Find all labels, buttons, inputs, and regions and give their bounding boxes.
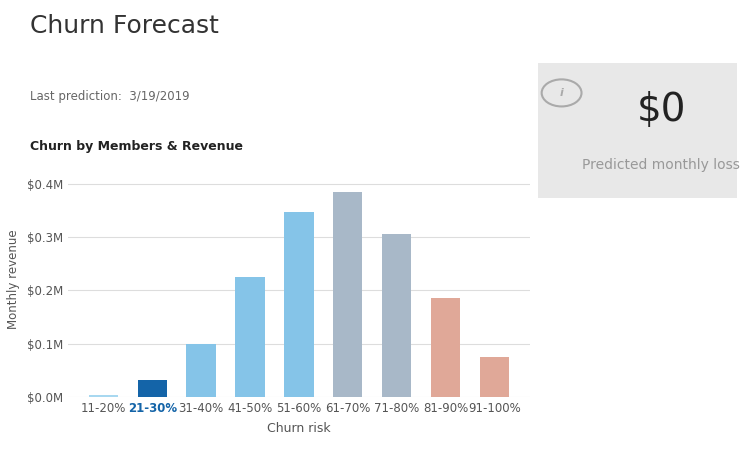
Bar xyxy=(480,357,509,397)
Bar xyxy=(89,395,118,397)
Text: Predicted monthly loss: Predicted monthly loss xyxy=(582,157,740,172)
Text: Last prediction:  3/19/2019: Last prediction: 3/19/2019 xyxy=(30,90,190,103)
Bar xyxy=(333,192,362,397)
Bar xyxy=(186,344,216,397)
Text: $0: $0 xyxy=(636,92,686,129)
Bar xyxy=(284,212,314,397)
Y-axis label: Monthly revenue: Monthly revenue xyxy=(7,230,20,329)
Bar xyxy=(431,298,460,397)
Text: Churn Forecast: Churn Forecast xyxy=(30,14,219,37)
X-axis label: Churn risk: Churn risk xyxy=(267,422,331,435)
Bar xyxy=(138,380,167,397)
Text: i: i xyxy=(559,88,563,98)
Text: Churn by Members & Revenue: Churn by Members & Revenue xyxy=(30,140,243,153)
Bar xyxy=(235,277,265,397)
Bar xyxy=(382,235,411,397)
